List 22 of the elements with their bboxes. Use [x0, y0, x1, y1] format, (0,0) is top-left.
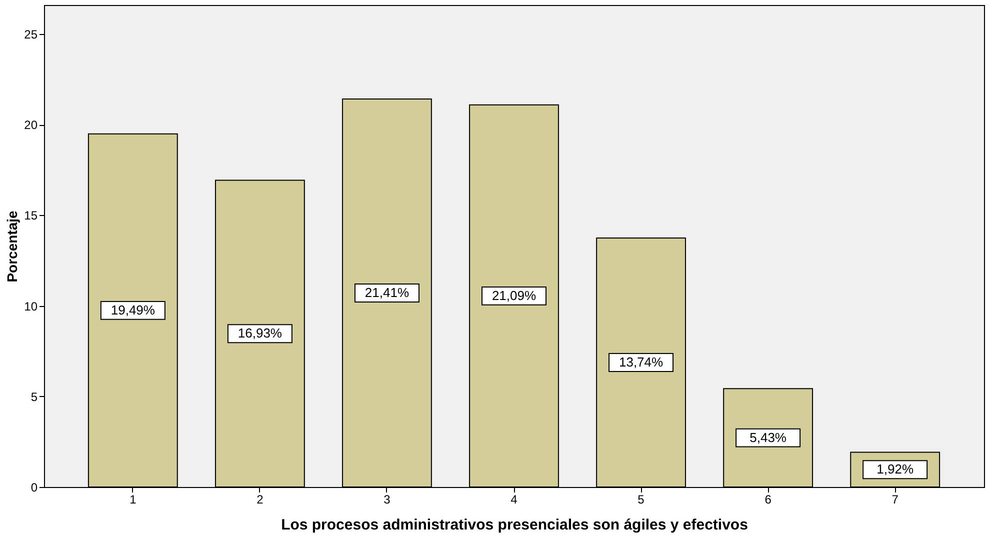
y-axis-title: Porcentaje: [4, 210, 20, 282]
x-tick-label: 1: [130, 492, 137, 506]
x-tick-label: 4: [510, 492, 518, 506]
x-tick-label: 2: [256, 492, 264, 506]
x-tick-label: 5: [638, 492, 645, 506]
y-tick-label: 20: [24, 118, 38, 132]
data-label: 13,74%: [618, 354, 664, 370]
data-label: 21,41%: [364, 285, 410, 300]
data-label: 5,43%: [750, 430, 787, 445]
x-tick-label: 6: [764, 492, 772, 506]
x-tick-label: 7: [892, 492, 899, 506]
data-label: 16,93%: [238, 326, 282, 341]
x-tick-label: 3: [384, 492, 391, 506]
y-tick-label: 5: [30, 390, 38, 404]
x-axis-title: Los procesos administrativos presenciales son ágiles y efectivos: [281, 516, 748, 534]
data-label: 19,49%: [110, 302, 156, 318]
y-tick-label: 15: [24, 208, 38, 223]
y-tick-label: 25: [24, 27, 38, 42]
data-label: 21,09%: [492, 288, 536, 303]
y-tick-label: 0: [30, 480, 38, 494]
y-tick-label: 10: [24, 299, 38, 314]
data-label: 1,92%: [876, 462, 914, 477]
